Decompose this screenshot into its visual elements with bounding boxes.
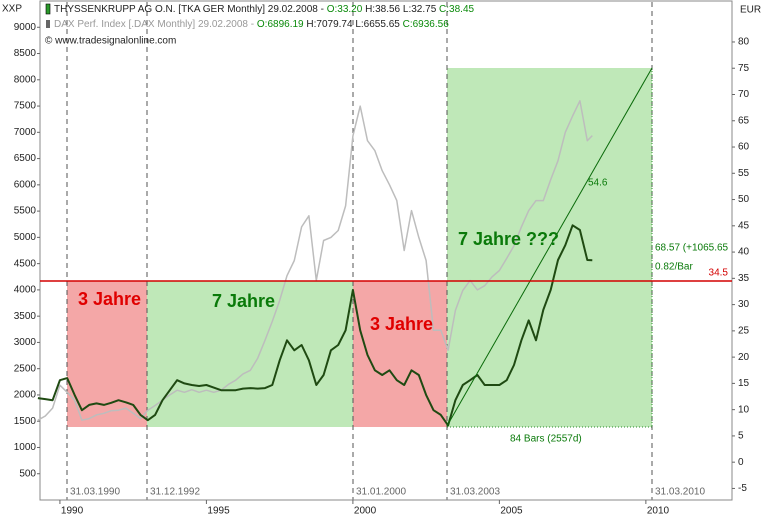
quote: O:33.20	[327, 4, 363, 15]
annotation: 68.57 (+1065.65	[655, 243, 729, 254]
x-tick-label: 2010	[647, 506, 670, 517]
quote: H:38.56	[365, 4, 400, 15]
green-zone	[147, 281, 353, 427]
y-tick-label: 2500	[14, 363, 37, 374]
y2-tick-label: -5	[738, 483, 747, 494]
annotation: 7 Jahre ???	[458, 229, 559, 249]
y2-tick-label: 55	[738, 168, 750, 179]
y2-tick-label: 15	[738, 378, 750, 389]
y-tick-label: 4000	[14, 285, 37, 296]
x-tick-label: 2005	[500, 506, 523, 517]
y-tick-label: 9000	[14, 22, 37, 33]
annotations: 3 Jahre 7 Jahre 3 Jahre 7 Jahre ??? 54.6…	[2, 4, 761, 498]
y-tick-label: 5500	[14, 206, 37, 217]
quote: L:6655.65	[355, 19, 400, 30]
annotation: 0.82/Bar	[655, 262, 693, 273]
y-tick-label: 7000	[14, 127, 37, 138]
y2-tick-label: 20	[738, 352, 750, 363]
y-tick-label: 8500	[14, 48, 37, 59]
quote: L:32.75	[403, 4, 437, 15]
plot-frame	[39, 0, 733, 501]
y-tick-label: 3500	[14, 311, 37, 322]
right-axis-label: EUR	[740, 5, 761, 16]
series-line	[37, 224, 593, 427]
level-label: 34.5	[709, 268, 729, 279]
y-tick-label: 1000	[14, 442, 37, 453]
y-tick-label: 2000	[14, 390, 37, 401]
annotation: 84 Bars (2557d)	[510, 434, 582, 445]
y-tick-label: 6500	[14, 153, 37, 164]
annotation: 7 Jahre	[212, 291, 275, 311]
y2-tick-label: 40	[738, 247, 750, 258]
quote: O:6896.19	[257, 19, 304, 30]
y-tick-label: 8000	[14, 74, 37, 85]
annotation: 3 Jahre	[78, 289, 141, 309]
y-tick-label: 1500	[14, 416, 37, 427]
date-label: 31.12.1992	[150, 487, 200, 498]
red-zone	[67, 281, 147, 427]
y-tick-label: 6000	[14, 179, 37, 190]
trend-line	[446, 67, 653, 427]
y-tick-label: 7500	[14, 101, 37, 112]
y2-tick-label: 60	[738, 142, 750, 153]
y2-tick-label: 45	[738, 220, 750, 231]
date-label: 31.03.2010	[655, 487, 705, 498]
y2-tick-label: 0	[738, 457, 744, 468]
y2-tick-label: 35	[738, 273, 750, 284]
legend-entry: THYSSENKRUPP AG O.N. [TKA GER Monthly] 2…	[54, 4, 475, 15]
left-axis-label: XXP	[2, 4, 22, 15]
y2-tick-label: 5	[738, 431, 744, 442]
y2-tick-label: 80	[738, 37, 750, 48]
date-label: 31.01.2000	[356, 487, 406, 498]
x-tick-label: 1995	[207, 506, 230, 517]
legend-icon	[46, 20, 50, 28]
y-tick-label: 3000	[14, 337, 37, 348]
legend-entry: DAX Perf. Index [.DAX Monthly] 29.02.200…	[54, 19, 449, 30]
y-tick-label: 4500	[14, 258, 37, 269]
legend-name: DAX Perf. Index [.DAX Monthly] 29.02.200…	[54, 19, 254, 30]
y2-tick-label: 65	[738, 115, 750, 126]
annotation: 3 Jahre	[370, 314, 433, 334]
legend-name: THYSSENKRUPP AG O.N. [TKA GER Monthly] 2…	[54, 4, 324, 15]
x-tick-label: 1990	[61, 506, 84, 517]
y2-tick-label: 50	[738, 194, 750, 205]
x-tick-label: 2000	[354, 506, 377, 517]
y-tick-label: 5000	[14, 232, 37, 243]
y2-tick-label: 30	[738, 299, 750, 310]
quote: C:38.45	[439, 4, 474, 15]
legend-icon	[45, 3, 51, 15]
y2-tick-label: 10	[738, 404, 750, 415]
copyright: © www.tradesignalonline.com	[45, 36, 176, 47]
date-label: 31.03.1990	[70, 487, 120, 498]
annotation: 54.6	[588, 178, 608, 189]
y2-tick-label: 70	[738, 89, 750, 100]
date-label: 31.03.2003	[450, 487, 500, 498]
quote: H:7079.74	[306, 19, 353, 30]
quote: C:6936.56	[403, 19, 450, 30]
y2-tick-label: 75	[738, 63, 750, 74]
y-tick-label: 500	[19, 468, 36, 479]
y2-tick-label: 25	[738, 326, 750, 337]
